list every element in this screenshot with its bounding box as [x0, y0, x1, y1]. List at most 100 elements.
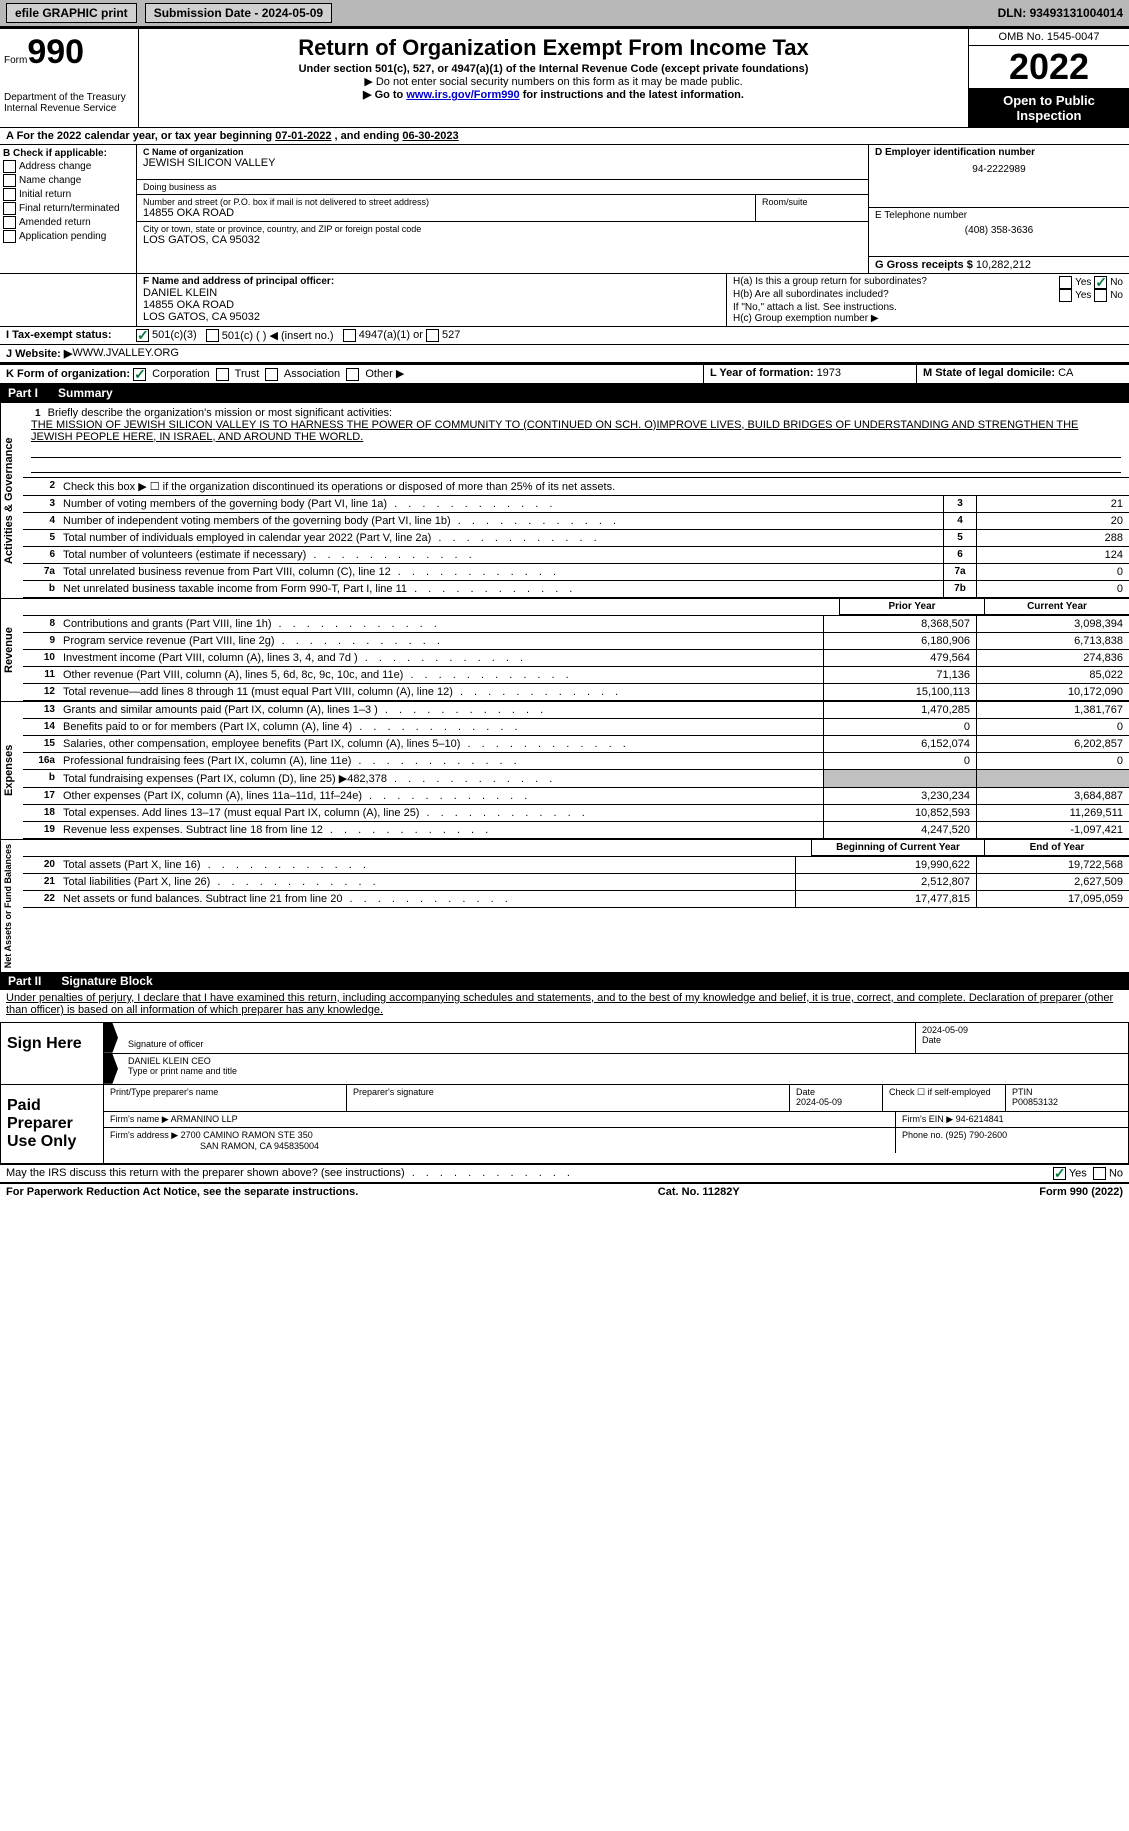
label-name-change: Name change — [19, 175, 81, 186]
line-desc: Net unrelated business taxable income fr… — [59, 581, 943, 597]
check-final-return[interactable] — [3, 202, 16, 215]
check-501c[interactable] — [206, 329, 219, 342]
line-desc: Other revenue (Part VIII, column (A), li… — [59, 667, 823, 683]
expenses-section: Expenses 13 Grants and similar amounts p… — [0, 701, 1129, 839]
check-self-employed-cell: Check ☐ if self-employed — [883, 1085, 1006, 1111]
check-4947[interactable] — [343, 329, 356, 342]
prior-value: 0 — [823, 719, 976, 735]
hb-no-check[interactable] — [1094, 289, 1107, 302]
line-desc: Total revenue—add lines 8 through 11 (mu… — [59, 684, 823, 700]
line-value: 20 — [976, 513, 1129, 529]
check-other[interactable] — [346, 368, 359, 381]
check-name-change[interactable] — [3, 174, 16, 187]
col-d-ein-phone: D Employer identification number 94-2222… — [869, 145, 1129, 273]
sig-date-cell: 2024-05-09 Date — [916, 1023, 1128, 1053]
line-num: 21 — [23, 874, 59, 890]
officer-city: LOS GATOS, CA 95032 — [143, 311, 720, 323]
may-irs-discuss-row: May the IRS discuss this return with the… — [0, 1164, 1129, 1183]
current-value: 85,022 — [976, 667, 1129, 683]
irs-link[interactable]: www.irs.gov/Form990 — [406, 89, 519, 101]
line-box: 3 — [943, 496, 976, 512]
part-2-title: Signature Block — [61, 974, 152, 988]
ptin-cell: PTIN P00853132 — [1006, 1085, 1128, 1111]
submission-date-box: Submission Date - 2024-05-09 — [145, 3, 332, 23]
line-num: 10 — [23, 650, 59, 666]
ha-no-check[interactable] — [1094, 276, 1107, 289]
current-value: 274,836 — [976, 650, 1129, 666]
officer-street: 14855 OKA ROAD — [143, 299, 720, 311]
check-app-pending[interactable] — [3, 230, 16, 243]
firm-name-cell: Firm's name ▶ ARMANINO LLP — [104, 1112, 896, 1127]
prior-value: 4,247,520 — [823, 822, 976, 838]
line-desc: Total number of individuals employed in … — [59, 530, 943, 546]
ha-no-label: No — [1110, 277, 1123, 288]
summary-row: 3 Number of voting members of the govern… — [23, 496, 1129, 513]
check-initial-return[interactable] — [3, 188, 16, 201]
current-value: 0 — [976, 719, 1129, 735]
may-irs-no-check[interactable] — [1093, 1167, 1106, 1180]
hb-yes-check[interactable] — [1059, 289, 1072, 302]
line-num: 6 — [23, 547, 59, 563]
hb-no-label: No — [1110, 290, 1123, 301]
check-501c3[interactable] — [136, 329, 149, 342]
current-value: 3,098,394 — [976, 616, 1129, 632]
officer-name: DANIEL KLEIN — [143, 287, 720, 299]
ha-yes-label: Yes — [1075, 277, 1091, 288]
prior-value: 10,852,593 — [823, 805, 976, 821]
check-address-change[interactable] — [3, 160, 16, 173]
summary-row: 12 Total revenue—add lines 8 through 11 … — [23, 684, 1129, 701]
check-trust[interactable] — [216, 368, 229, 381]
check-association[interactable] — [265, 368, 278, 381]
city-label: City or town, state or province, country… — [143, 224, 862, 234]
paid-preparer-label: Paid Preparer Use Only — [1, 1085, 104, 1163]
line-l-label: L Year of formation: — [710, 367, 817, 379]
net-assets-section: Net Assets or Fund Balances Beginning of… — [0, 839, 1129, 972]
col-c-org-info: C Name of organization JEWISH SILICON VA… — [137, 145, 869, 273]
line-num: 3 — [23, 496, 59, 512]
part-2-label: Part II — [8, 974, 41, 988]
summary-row: 18 Total expenses. Add lines 13–17 (must… — [23, 805, 1129, 822]
efile-print-button[interactable]: efile GRAPHIC print — [6, 3, 137, 23]
summary-row: b Total fundraising expenses (Part IX, c… — [23, 770, 1129, 788]
vtab-expenses: Expenses — [0, 702, 23, 839]
tax-year-end: 06-30-2023 — [402, 130, 458, 142]
label-final-return: Final return/terminated — [19, 203, 120, 214]
check-amended-return[interactable] — [3, 216, 16, 229]
line-box: 4 — [943, 513, 976, 529]
summary-row: 13 Grants and similar amounts paid (Part… — [23, 702, 1129, 719]
part-1-title: Summary — [58, 386, 113, 400]
line-num: 16a — [23, 753, 59, 769]
dln-label: DLN: — [998, 6, 1030, 20]
line-desc: Total liabilities (Part X, line 26) — [59, 874, 795, 890]
form-title: Return of Organization Exempt From Incom… — [143, 35, 964, 61]
goto-prefix: ▶ Go to — [363, 89, 406, 101]
prep-date-cell: Date 2024-05-09 — [790, 1085, 883, 1111]
ha-yes-check[interactable] — [1059, 276, 1072, 289]
may-irs-no-label: No — [1109, 1167, 1123, 1179]
prep-date-label: Date — [796, 1087, 876, 1097]
room-suite-label: Room/suite — [762, 197, 862, 207]
mission-label: Briefly describe the organization's miss… — [48, 407, 392, 419]
may-irs-yes-check[interactable] — [1053, 1167, 1066, 1180]
firm-address-cell: Firm's address ▶ 2700 CAMINO RAMON STE 3… — [104, 1128, 896, 1153]
line-num: 15 — [23, 736, 59, 752]
omb-number: OMB No. 1545-0047 — [969, 29, 1129, 46]
check-527[interactable] — [426, 329, 439, 342]
summary-row: 15 Salaries, other compensation, employe… — [23, 736, 1129, 753]
part-1-label: Part I — [8, 386, 38, 400]
prep-name-label: Print/Type preparer's name — [110, 1087, 340, 1097]
prior-value: 2,512,807 — [795, 874, 976, 890]
line-a-tax-year: A For the 2022 calendar year, or tax yea… — [0, 127, 1129, 144]
line-desc: Grants and similar amounts paid (Part IX… — [59, 702, 823, 718]
prior-value — [823, 770, 976, 787]
firm-phone-label: Phone no. — [902, 1130, 946, 1140]
prior-value: 1,470,285 — [823, 702, 976, 718]
label-trust: Trust — [235, 368, 260, 380]
line-num: 9 — [23, 633, 59, 649]
hb-note: If "No," attach a list. See instructions… — [733, 302, 1123, 313]
firm-ein-label: Firm's EIN ▶ — [902, 1114, 956, 1124]
line-desc: Program service revenue (Part VIII, line… — [59, 633, 823, 649]
check-corporation[interactable] — [133, 368, 146, 381]
line-desc: Total unrelated business revenue from Pa… — [59, 564, 943, 580]
current-value: 6,713,838 — [976, 633, 1129, 649]
